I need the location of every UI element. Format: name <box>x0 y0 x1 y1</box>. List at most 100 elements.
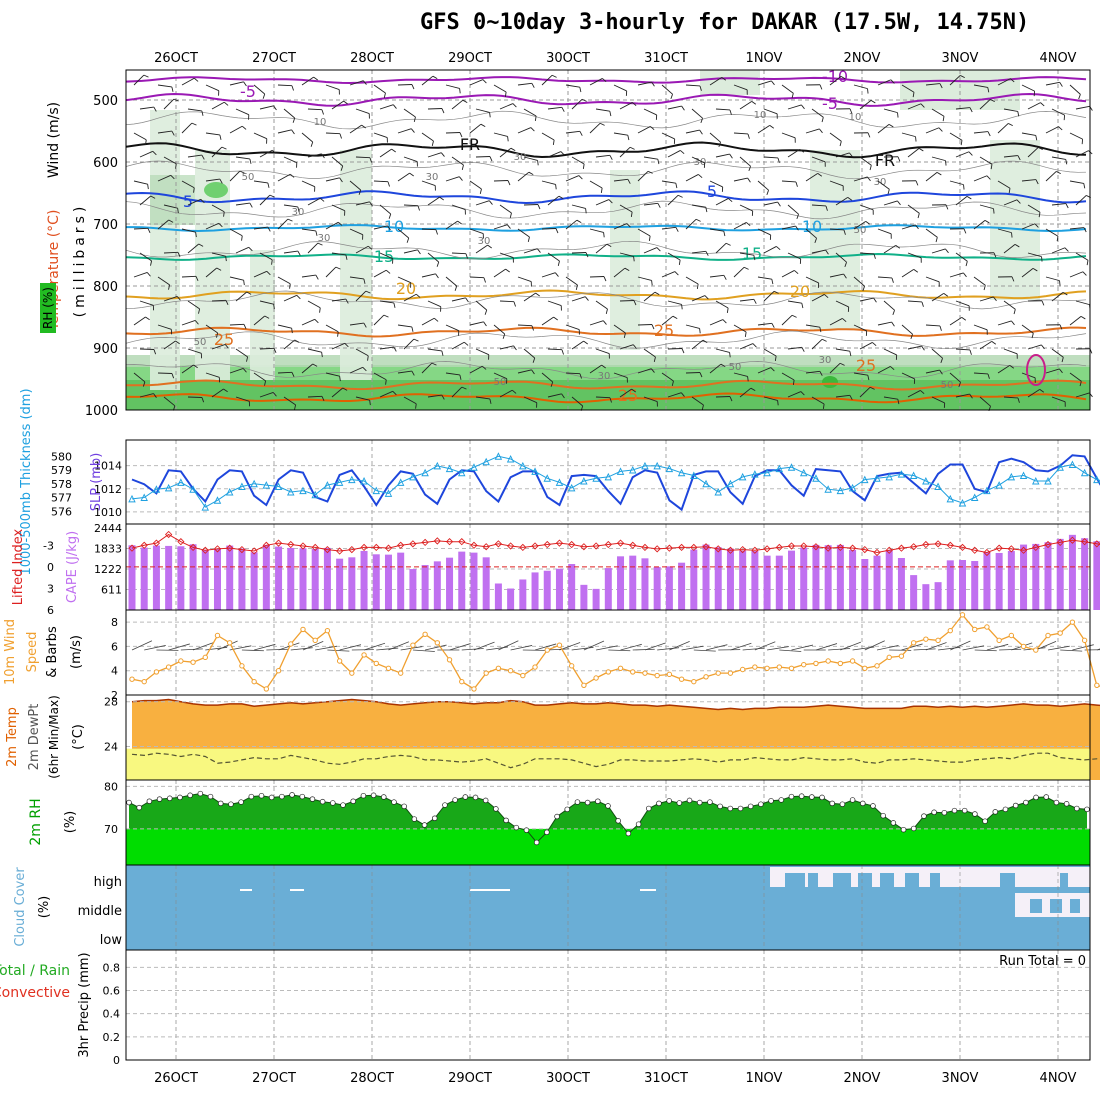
wind-axis-label: (m/s) <box>69 635 84 669</box>
cape-bar <box>1008 551 1015 610</box>
thickness-tick-label: 576 <box>51 505 72 518</box>
cape-bar <box>1081 538 1088 610</box>
wind-speed-point <box>423 632 427 636</box>
wind-barb <box>556 184 557 189</box>
rh-point <box>392 800 397 805</box>
rh-point <box>1034 795 1039 800</box>
rh-label: 30 <box>598 371 611 382</box>
wind-speed-point <box>460 679 464 683</box>
temp-axis-label: (°C) <box>71 724 86 750</box>
wind-speed-point <box>814 661 818 665</box>
cape-bar <box>519 579 526 610</box>
wind-axis-label: Speed <box>25 632 40 673</box>
cape-bar <box>361 551 368 610</box>
wind-speed-point <box>545 648 549 652</box>
wind-speed-point <box>228 641 232 645</box>
cloud-block <box>1030 899 1042 913</box>
wind-speed-point <box>606 670 610 674</box>
wind-barb <box>586 208 587 213</box>
top-date-label: 2NOV <box>844 51 881 66</box>
top-date-label: 26OCT <box>154 51 198 66</box>
rh-point <box>147 799 152 804</box>
wind-speed-point <box>276 669 280 673</box>
wind-speed-point <box>411 643 415 647</box>
wind-speed-point <box>1095 683 1099 687</box>
rh-point <box>891 821 896 826</box>
rh-point <box>779 798 784 803</box>
rh-point <box>432 816 437 821</box>
cape-bar <box>312 549 319 610</box>
wind-speed-point <box>1058 631 1062 635</box>
bottom-date-label: 30OCT <box>546 1071 590 1086</box>
wind-speed-point <box>398 671 402 675</box>
rh-shading <box>340 150 372 380</box>
pressure-tick-label: 500 <box>93 94 118 109</box>
cape-bar <box>800 548 807 610</box>
rh-point <box>830 801 835 806</box>
rh-point <box>1054 800 1059 805</box>
cape-bar <box>214 549 221 610</box>
wind-barb <box>508 136 509 141</box>
rh-shading <box>204 182 228 198</box>
rh-point <box>606 804 611 809</box>
rh-point <box>687 798 692 803</box>
top-date-label: 1NOV <box>746 51 783 66</box>
rh-point <box>922 814 927 819</box>
rh-point <box>758 802 763 807</box>
bottom-date-label: 29OCT <box>448 1071 492 1086</box>
wind-speed-point <box>1046 633 1050 637</box>
isotherm-label: FR <box>875 151 895 170</box>
wind-speed-point <box>826 659 830 663</box>
rh-point <box>942 810 947 815</box>
rh-below70-area <box>126 829 1090 865</box>
rh-point <box>514 825 519 830</box>
wind-speed-point <box>973 627 977 631</box>
cape-bar <box>715 547 722 610</box>
rh-point <box>1074 806 1079 811</box>
wind-speed-point <box>472 687 476 691</box>
cape-bar <box>507 589 514 610</box>
cape-bar <box>739 551 746 610</box>
rh-point <box>504 818 509 823</box>
rh-point <box>483 798 488 803</box>
wind-speed-point <box>496 666 500 670</box>
run-total-label: Run Total = 0 <box>999 954 1086 969</box>
wind-speed-point <box>631 670 635 674</box>
rh-point <box>229 802 234 807</box>
rh-point <box>412 817 417 822</box>
rh-label: 10 <box>754 110 767 121</box>
wind-speed-point <box>655 673 659 677</box>
wind-speed-point <box>1070 620 1074 624</box>
rh-point <box>1044 795 1049 800</box>
wind-speed-point <box>936 638 940 642</box>
wind-speed-point <box>1034 648 1038 652</box>
rh-shading <box>822 376 838 388</box>
precip-axis-label: 3hr Precip (mm) <box>77 952 92 1057</box>
pressure-tick-label: 900 <box>93 342 118 357</box>
rh-point <box>708 800 713 805</box>
cloud-block <box>785 873 805 889</box>
isotherm-label: 5 <box>183 192 193 211</box>
cape-bar <box>1032 544 1039 610</box>
cape-bar <box>1057 539 1064 610</box>
rh-point <box>1064 801 1069 806</box>
cloud-row-label: low <box>100 933 123 948</box>
cape-bar <box>287 548 294 610</box>
wind-speed-point <box>911 641 915 645</box>
rh-point <box>881 813 886 818</box>
rh-shading <box>700 70 760 95</box>
cape-bar <box>385 555 392 610</box>
cape-bar <box>129 545 136 610</box>
top-date-label: 28OCT <box>350 51 394 66</box>
precip-group-background <box>126 950 1090 1060</box>
wind-speed-point <box>557 643 561 647</box>
rh-point <box>198 791 203 796</box>
rh-label: 50 <box>941 380 954 391</box>
wind-speed-point <box>191 660 195 664</box>
cape-tick-label: 2444 <box>94 522 122 535</box>
rh-point <box>728 806 733 811</box>
cape-bar <box>434 561 441 610</box>
wind-speed-point <box>203 655 207 659</box>
wind-speed-point <box>789 666 793 670</box>
